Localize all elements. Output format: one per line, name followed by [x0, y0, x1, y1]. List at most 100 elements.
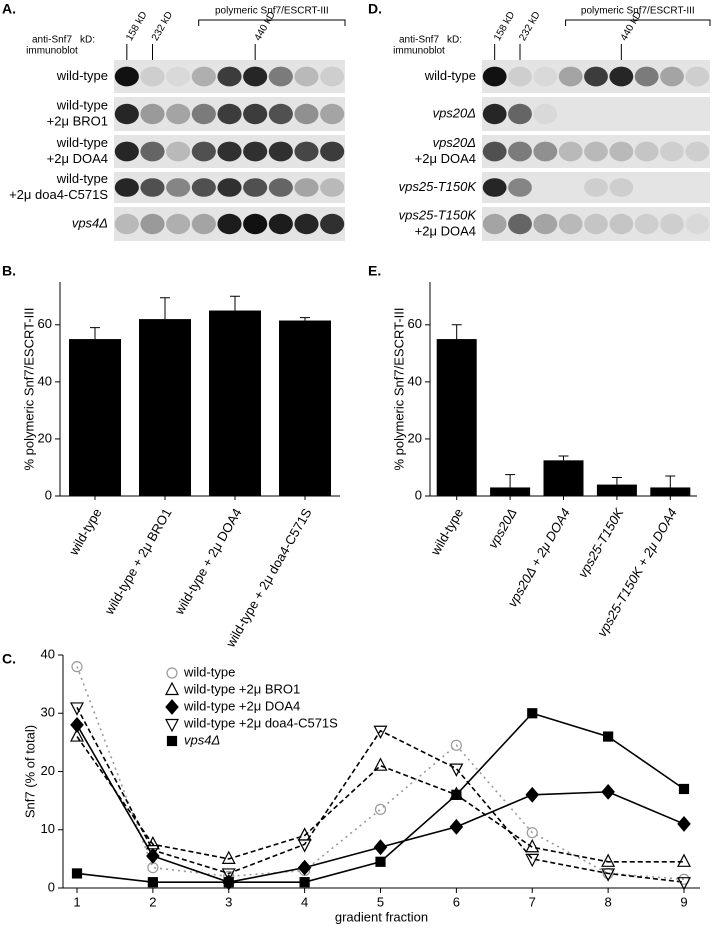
point: [450, 739, 462, 751]
blot-band: [320, 178, 345, 197]
point: [678, 783, 690, 795]
legend-label: wild-type +2μ doa4-C571S: [183, 715, 338, 730]
point: [297, 839, 312, 853]
point: [525, 853, 540, 868]
legend-label: wild-type: [183, 664, 235, 679]
blot-band: [533, 103, 558, 125]
bar: [139, 319, 191, 496]
blot-band: [660, 66, 684, 87]
blot-band: [558, 213, 583, 235]
x-tick-label: 1: [73, 894, 80, 909]
blot-band: [660, 141, 684, 162]
y-axis-label: Snf7 (% of total): [22, 725, 37, 818]
blot-band: [243, 66, 268, 87]
series-line: [76, 707, 685, 883]
legend-label: wild-type +2μ DOA4: [183, 698, 300, 713]
row-label: wild-type: [56, 171, 108, 186]
y-tick-label: 40: [408, 373, 422, 388]
blot-band: [243, 213, 268, 235]
blot-band: [609, 66, 634, 87]
y-tick-label: 60: [408, 316, 422, 331]
legend-marker: [165, 718, 179, 733]
blot-band: [482, 103, 507, 125]
blot-band: [584, 141, 608, 162]
blot-band: [140, 178, 165, 197]
blot-band: [558, 141, 583, 162]
blot-band: [558, 66, 583, 87]
row-label: +2μ doa4-C571S: [9, 187, 108, 202]
blot-band: [166, 178, 191, 197]
blot-band: [482, 66, 507, 87]
error-bar: [160, 297, 170, 320]
blot-band: [533, 213, 558, 235]
blot-band: [482, 178, 507, 197]
y-axis-label: % polymeric Snf7/ESCRT-III: [21, 307, 36, 470]
blot-band: [268, 213, 293, 235]
blot-band: [166, 66, 191, 87]
antibody-label: anti-Snf7: [32, 35, 72, 46]
blot-band: [114, 141, 139, 162]
x-tick-label: vps20Δ: [485, 506, 520, 551]
blot-band: [217, 66, 242, 87]
point: [71, 661, 83, 673]
blot-band: [508, 213, 532, 235]
point: [71, 868, 83, 879]
blot-band: [508, 103, 532, 125]
blot-band: [217, 141, 242, 162]
bar: [543, 460, 584, 496]
x-tick-label: 2: [149, 894, 156, 909]
point: [297, 859, 312, 876]
y-tick-label: 20: [41, 763, 55, 778]
x-tick-label: 5: [377, 894, 384, 909]
blot-band: [508, 141, 532, 162]
blot-band: [294, 103, 319, 125]
y-tick-label: 30: [41, 705, 55, 720]
point: [70, 728, 84, 742]
blot-band: [609, 213, 634, 235]
point: [525, 838, 540, 853]
point: [221, 868, 236, 882]
point: [223, 877, 234, 888]
blot-band: [217, 213, 242, 235]
blot-band: [140, 141, 165, 162]
point: [601, 853, 616, 867]
bar: [650, 487, 691, 496]
blot-band: [533, 66, 558, 87]
error-bar: [451, 324, 462, 340]
polymeric-bracket: [565, 19, 711, 26]
x-tick-label: wild-type: [65, 506, 104, 559]
blot-band: [685, 141, 710, 162]
blot-band: [217, 103, 242, 125]
blot-band: [609, 178, 634, 197]
marker-label: 232 kD: [150, 10, 175, 43]
row-label: +2μ DOA4: [415, 151, 476, 166]
row-label: wild-type: [56, 135, 108, 150]
blot-band: [191, 103, 216, 125]
panel-label: D.: [368, 1, 382, 17]
point: [221, 850, 236, 864]
series-line: [76, 736, 684, 863]
blot-band: [584, 66, 608, 87]
blot-band: [268, 66, 293, 87]
row-label: vps20Δ: [433, 135, 476, 150]
blot-band: [217, 178, 242, 197]
panel-label: C.: [2, 651, 16, 667]
error-bar: [505, 474, 516, 488]
x-tick-label: 3: [225, 894, 232, 909]
legend-marker: [166, 667, 178, 679]
y-tick-label: 10: [41, 821, 55, 836]
x-tick-label: 9: [680, 894, 687, 909]
point: [601, 783, 615, 800]
y-tick-label: 20: [408, 430, 422, 445]
point: [373, 757, 388, 771]
blot-band: [114, 178, 139, 197]
blot-band: [294, 66, 319, 87]
y-tick-label: 0: [415, 487, 422, 502]
blot-band: [685, 213, 710, 235]
blot-band: [243, 178, 268, 197]
blot-band: [609, 141, 634, 162]
blot-band: [140, 213, 165, 235]
row-label: wild-type: [56, 68, 108, 83]
point: [525, 786, 540, 803]
